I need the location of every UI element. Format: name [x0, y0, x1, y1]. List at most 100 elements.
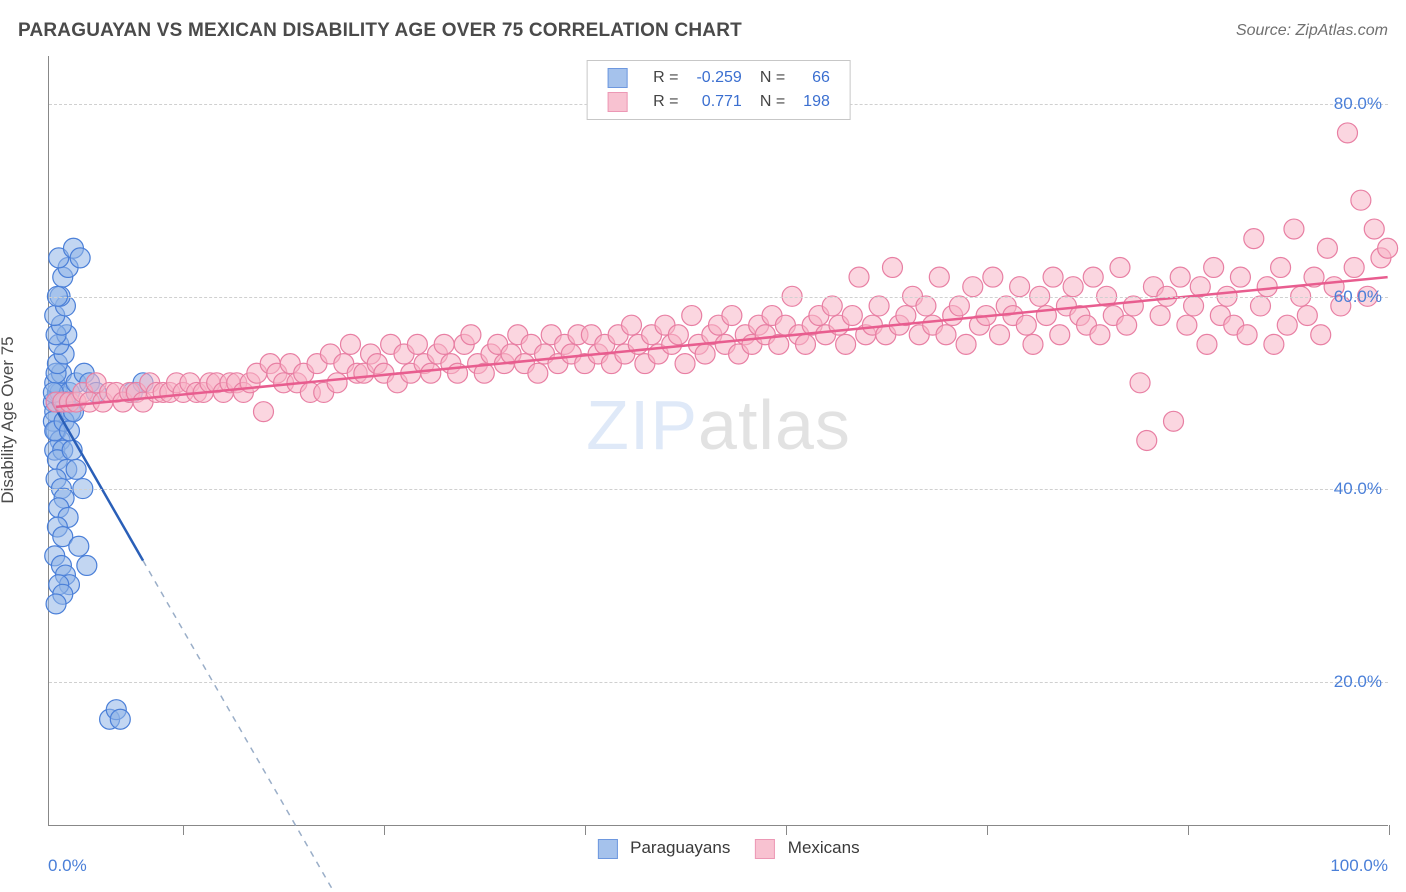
grid-line-h	[49, 297, 1388, 298]
data-point	[1050, 325, 1070, 345]
data-point	[1204, 257, 1224, 277]
data-point	[1284, 219, 1304, 239]
data-point	[1110, 257, 1130, 277]
data-point	[1230, 267, 1250, 287]
legend-N-label-1: N =	[752, 67, 793, 89]
data-point	[936, 325, 956, 345]
data-point	[849, 267, 869, 287]
data-point	[421, 363, 441, 383]
data-point	[1257, 277, 1277, 297]
data-point	[949, 296, 969, 316]
data-point	[990, 325, 1010, 345]
data-point	[795, 334, 815, 354]
data-point	[1244, 229, 1264, 249]
data-point	[956, 334, 976, 354]
data-point	[70, 248, 90, 268]
chart-source: Source: ZipAtlas.com	[1236, 22, 1388, 40]
data-point	[963, 277, 983, 297]
data-point	[1378, 238, 1398, 258]
x-tick	[384, 825, 385, 835]
x-tick	[1188, 825, 1189, 835]
legend-stats-table: R = -0.259 N = 66 R = 0.771 N = 198	[597, 65, 840, 115]
data-point	[983, 267, 1003, 287]
legend-swatch-bottom-2	[755, 839, 775, 859]
data-point	[682, 306, 702, 326]
legend-swatch-1	[607, 68, 627, 88]
legend-series-1-label: Paraguayans	[630, 838, 730, 857]
data-point	[1271, 257, 1291, 277]
data-point	[327, 373, 347, 393]
legend-series: Paraguayans Mexicans	[577, 838, 859, 859]
x-axis-max-label: 100.0%	[1330, 856, 1388, 876]
data-point	[836, 334, 856, 354]
data-point	[1016, 315, 1036, 335]
data-point	[1297, 306, 1317, 326]
legend-R-value-2: 0.771	[688, 91, 749, 113]
x-tick	[183, 825, 184, 835]
data-point	[1264, 334, 1284, 354]
data-point	[1344, 257, 1364, 277]
data-point	[1197, 334, 1217, 354]
data-point	[695, 344, 715, 364]
x-tick	[585, 825, 586, 835]
y-tick-label: 60.0%	[1334, 287, 1382, 307]
y-tick-label: 40.0%	[1334, 479, 1382, 499]
data-point	[1237, 325, 1257, 345]
data-point	[69, 536, 89, 556]
data-point	[929, 267, 949, 287]
data-point	[1083, 267, 1103, 287]
data-point	[254, 402, 274, 422]
data-point	[1251, 296, 1271, 316]
legend-swatch-bottom-1	[597, 839, 617, 859]
data-point	[622, 315, 642, 335]
data-point	[916, 296, 936, 316]
data-point	[1150, 306, 1170, 326]
data-point	[1177, 315, 1197, 335]
legend-row-1: R = -0.259 N = 66	[599, 67, 838, 89]
data-point	[1023, 334, 1043, 354]
data-point	[1130, 373, 1150, 393]
legend-stats-box: R = -0.259 N = 66 R = 0.771 N = 198	[586, 60, 851, 120]
data-point	[1010, 277, 1030, 297]
legend-N-label-2: N =	[752, 91, 793, 113]
data-point	[1317, 238, 1337, 258]
chart-header: PARAGUAYAN VS MEXICAN DISABILITY AGE OVE…	[18, 20, 1388, 42]
y-axis-title: Disability Age Over 75	[0, 336, 18, 503]
legend-swatch-2	[607, 92, 627, 112]
data-point	[842, 306, 862, 326]
data-point	[1043, 267, 1063, 287]
x-tick	[987, 825, 988, 835]
data-point	[1063, 277, 1083, 297]
data-point	[1117, 315, 1137, 335]
data-point	[1337, 123, 1357, 143]
data-point	[1137, 431, 1157, 451]
data-point	[1090, 325, 1110, 345]
x-tick	[786, 825, 787, 835]
data-point	[1123, 296, 1143, 316]
data-point	[528, 363, 548, 383]
legend-R-label-1: R =	[645, 67, 686, 89]
data-point	[461, 325, 481, 345]
data-point	[434, 334, 454, 354]
data-point	[1184, 296, 1204, 316]
data-point	[1351, 190, 1371, 210]
chart-title: PARAGUAYAN VS MEXICAN DISABILITY AGE OVE…	[18, 20, 742, 42]
legend-R-label-2: R =	[645, 91, 686, 113]
legend-N-value-1: 66	[795, 67, 838, 89]
grid-line-h	[49, 489, 1388, 490]
grid-line-h	[49, 682, 1388, 683]
data-point	[869, 296, 889, 316]
y-tick-label: 80.0%	[1334, 94, 1382, 114]
data-point	[668, 325, 688, 345]
data-point	[1277, 315, 1297, 335]
data-point	[882, 257, 902, 277]
data-point	[340, 334, 360, 354]
data-point	[1170, 267, 1190, 287]
data-point	[1311, 325, 1331, 345]
data-point	[46, 594, 66, 614]
x-tick	[1389, 825, 1390, 835]
data-point	[722, 306, 742, 326]
legend-R-value-1: -0.259	[688, 67, 749, 89]
chart-svg	[49, 56, 1388, 825]
data-point	[407, 334, 427, 354]
